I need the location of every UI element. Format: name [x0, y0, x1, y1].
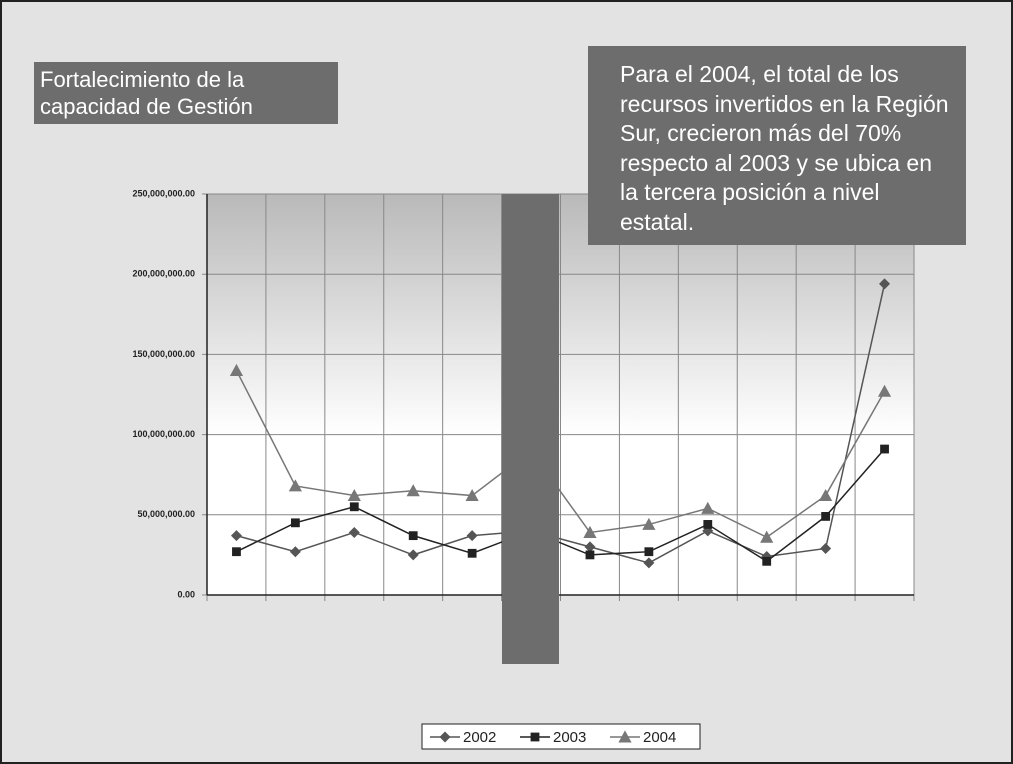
marker	[408, 531, 418, 541]
series-line	[236, 283, 886, 564]
legend-label: 2003	[553, 729, 586, 746]
legend: 2002 2003 2004	[421, 723, 701, 750]
marker	[289, 546, 301, 558]
marker	[820, 542, 832, 554]
marker	[230, 530, 242, 542]
legend-label: 2002	[463, 729, 496, 746]
marker	[467, 548, 477, 558]
marker	[288, 479, 302, 492]
marker	[643, 557, 655, 569]
marker	[642, 517, 656, 530]
marker	[406, 484, 420, 497]
series-line	[235, 370, 886, 539]
marker	[762, 556, 772, 566]
marker	[407, 549, 419, 561]
y-tick-label: 0.00	[177, 589, 195, 599]
marker	[819, 488, 833, 502]
legend-box	[421, 723, 701, 750]
marker	[879, 278, 891, 290]
marker	[618, 730, 632, 743]
y-tick-label: 250,000,000.00	[132, 188, 195, 198]
marker	[348, 526, 360, 538]
marker	[701, 501, 715, 514]
marker	[232, 547, 241, 557]
marker	[290, 518, 300, 528]
marker	[880, 444, 889, 454]
annotation: Para el 2004, el total de los recursos i…	[588, 46, 966, 245]
marker	[760, 530, 774, 543]
marker	[821, 512, 831, 521]
marker	[229, 363, 244, 376]
series-line	[236, 448, 886, 563]
marker	[439, 731, 451, 743]
marker	[347, 488, 361, 502]
y-tick-label: 100,000,000.00	[132, 429, 195, 439]
marker	[585, 550, 595, 560]
y-tick-label: 50,000,000.00	[137, 509, 195, 519]
marker	[877, 384, 892, 397]
marker	[466, 530, 478, 542]
y-tick-label: 200,000,000.00	[132, 269, 195, 279]
y-tick-label: 150,000,000.00	[132, 349, 195, 359]
chart-title: Fortalecimiento de la capacidad de Gesti…	[34, 62, 338, 124]
marker	[349, 502, 359, 512]
overlay-column	[502, 194, 559, 664]
marker	[530, 732, 540, 742]
marker	[644, 547, 654, 557]
marker	[465, 488, 479, 502]
marker	[584, 541, 596, 553]
marker	[703, 520, 713, 529]
legend-label: 2004	[643, 729, 676, 746]
marker	[583, 525, 597, 538]
